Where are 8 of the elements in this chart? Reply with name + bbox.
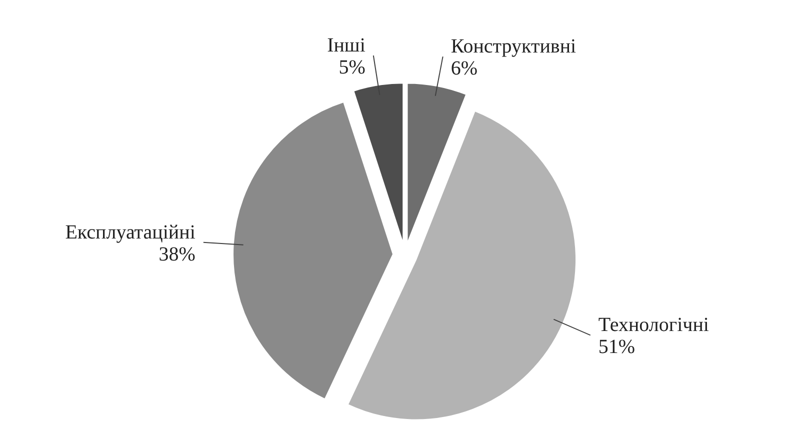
data-label: 5% (338, 56, 366, 78)
slice-label: Експлуатаційні (65, 221, 196, 244)
slice-label: Інші (327, 34, 366, 56)
data-label: 51% (598, 336, 636, 358)
slice-label: Конструктивні (450, 36, 577, 58)
data-label: 38% (158, 243, 196, 266)
slice-label: Технологічні (598, 314, 710, 336)
data-label: 6% (450, 58, 478, 80)
